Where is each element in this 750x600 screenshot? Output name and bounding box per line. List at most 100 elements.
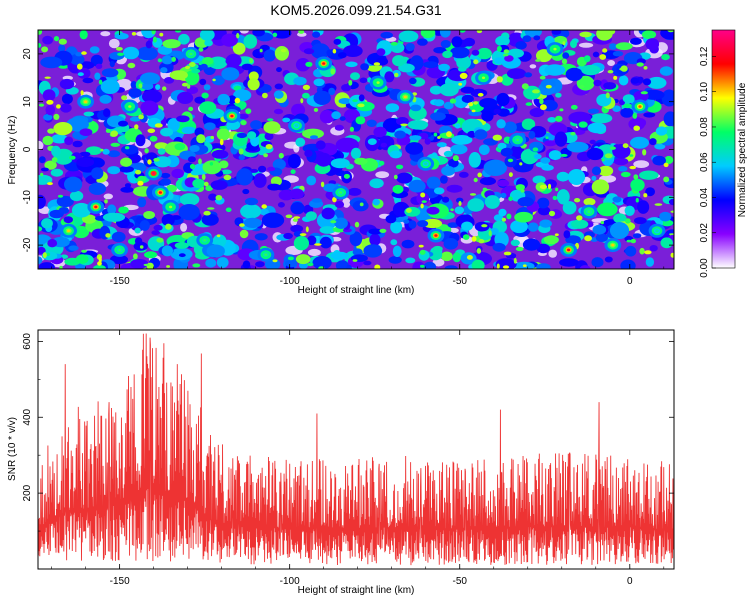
heatmap-cell — [295, 137, 306, 147]
heatmap-cell — [211, 149, 229, 159]
heatmap-cell — [169, 70, 188, 80]
heatmap-cell — [646, 76, 667, 89]
heatmap-cell — [209, 162, 214, 166]
heatmap-cell — [313, 90, 331, 105]
heatmap-cell — [330, 251, 349, 260]
heatmap-cell — [540, 104, 547, 111]
heatmap-cell — [663, 162, 669, 168]
heatmap-cell — [503, 121, 517, 134]
heatmap-cell — [515, 41, 527, 50]
heatmap-cell — [171, 56, 176, 62]
heatmap-cell — [571, 219, 589, 229]
heatmap-cell — [633, 125, 640, 131]
heatmap-cell — [91, 167, 104, 180]
heatmap-low-cell — [529, 64, 537, 69]
heatmap-cell — [282, 117, 291, 123]
heatmap-cell — [443, 150, 453, 157]
heatmap-cell — [212, 234, 227, 248]
heatmap-cell — [554, 131, 568, 147]
heatmap-cell — [493, 214, 504, 222]
heatmap-cell — [130, 81, 137, 89]
heatmap-cell — [501, 217, 506, 222]
heatmap-cell — [601, 158, 605, 162]
heatmap-cell — [219, 138, 224, 146]
heatmap-cell — [496, 263, 500, 269]
heatmap-cell — [398, 30, 419, 43]
heatmap-cell — [639, 170, 659, 180]
heatmap-cell — [622, 94, 635, 104]
heatmap-cell — [378, 160, 385, 166]
heatmap-cell — [312, 256, 332, 269]
heatmap-cell — [612, 196, 622, 203]
heatmap-cell — [636, 62, 644, 67]
heatmap-cell — [354, 157, 368, 165]
heatmap-cell — [43, 114, 53, 121]
heatmap-cell — [659, 211, 672, 222]
heatmap-cell — [602, 48, 608, 53]
heatmap-cell — [68, 245, 79, 251]
heatmap-cell — [273, 108, 284, 115]
x-tick-label: -50 — [453, 276, 468, 287]
heatmap-cell — [293, 231, 303, 237]
heatmap-peak — [264, 253, 268, 256]
heatmap-cell — [367, 138, 377, 145]
heatmap-cell — [514, 211, 533, 223]
heatmap-cell — [137, 180, 144, 186]
heatmap-cell — [338, 98, 352, 105]
heatmap-cell — [75, 52, 83, 57]
heatmap-cell — [592, 224, 607, 235]
heatmap-cell — [441, 165, 456, 176]
heatmap-cell — [643, 193, 648, 198]
heatmap-cell — [379, 228, 387, 233]
heatmap-peak — [376, 81, 380, 84]
heatmap-cell — [38, 103, 45, 107]
heatmap-cell — [605, 92, 610, 99]
heatmap-cell — [359, 77, 368, 84]
heatmap-cell — [396, 164, 404, 170]
heatmap-cell — [426, 176, 441, 189]
heatmap-cell — [496, 45, 502, 52]
heatmap-cell — [507, 158, 514, 163]
heatmap-cell — [478, 239, 485, 244]
heatmap-cell — [339, 116, 346, 121]
heatmap-cell — [63, 216, 73, 224]
heatmap-cell — [191, 68, 201, 74]
heatmap-cell — [210, 135, 214, 140]
heatmap-cell — [409, 135, 422, 141]
heatmap-cell — [147, 128, 156, 134]
heatmap-cell — [334, 217, 348, 229]
heatmap-cell — [208, 56, 228, 70]
heatmap-cell — [42, 35, 53, 45]
heatmap-cell — [76, 157, 95, 167]
y-tick-label: 10 — [22, 96, 33, 108]
heatmap-cell — [654, 143, 666, 150]
heatmap-cell — [459, 30, 466, 33]
heatmap-cell — [161, 214, 175, 226]
heatmap-cell — [529, 107, 545, 118]
heatmap-cell — [384, 71, 395, 83]
heatmap-cell — [245, 108, 252, 114]
heatmap-cell — [392, 184, 404, 194]
heatmap-cells — [38, 30, 674, 269]
heatmap-cell — [481, 224, 488, 228]
heatmap-cell — [622, 143, 629, 149]
heatmap-cell — [468, 152, 481, 168]
heatmap-cell — [586, 147, 604, 161]
heatmap-cell — [330, 158, 350, 169]
heatmap-cell — [307, 235, 317, 246]
heatmap-cell — [53, 113, 60, 120]
heatmap-cell — [94, 72, 101, 80]
heatmap-panel: -150 -100 -50 0 20 10 0 -10 -20 Height of strai… — [7, 29, 675, 296]
heatmap-cell — [524, 72, 533, 78]
heatmap-cell — [591, 179, 610, 195]
heatmap-cell — [591, 166, 602, 176]
heatmap-cell — [479, 177, 496, 186]
heatmap-cell — [102, 148, 110, 155]
heatmap-cell — [236, 32, 240, 39]
heatmap-cell — [51, 157, 58, 163]
heatmap-cell — [420, 264, 425, 268]
heatmap-cell — [366, 119, 377, 128]
heatmap-cell — [186, 84, 191, 89]
heatmap-cell — [417, 220, 429, 228]
heatmap-cell — [305, 61, 313, 67]
